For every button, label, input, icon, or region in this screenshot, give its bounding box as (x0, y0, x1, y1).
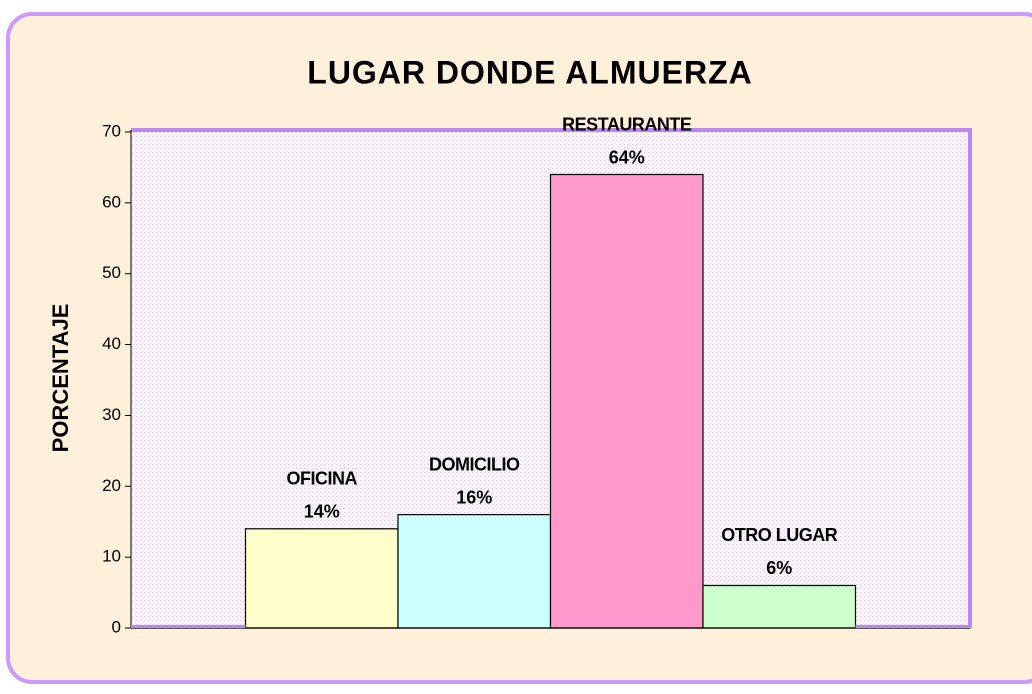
y-tick-label: 60 (102, 192, 121, 211)
y-tick-label: 50 (102, 263, 121, 282)
bar (244, 528, 399, 629)
data-label-category: OFICINA (287, 469, 358, 489)
chart-title: LUGAR DONDE ALMUERZA (307, 54, 752, 90)
data-label-category: OTRO LUGAR (721, 525, 837, 545)
data-label-value: 6% (766, 558, 792, 578)
data-label-value: 14% (304, 502, 340, 522)
data-label-category: DOMICILIO (429, 454, 520, 474)
data-label-value: 64% (609, 147, 645, 167)
y-tick-label: 40 (102, 334, 121, 353)
plot-border (131, 128, 972, 628)
y-tick-label: 0 (112, 617, 121, 636)
data-label-value: 16% (456, 487, 492, 507)
data-label-category: RESTAURANTE (562, 114, 692, 134)
y-tick-label: 20 (102, 476, 121, 495)
y-tick-label: 70 (102, 121, 121, 140)
y-axis-label: PORCENTAJE (48, 304, 73, 453)
bar (702, 584, 857, 629)
bar (397, 514, 552, 629)
y-tick-label: 10 (102, 547, 121, 566)
y-tick-label: 30 (102, 405, 121, 424)
bar (549, 173, 704, 629)
